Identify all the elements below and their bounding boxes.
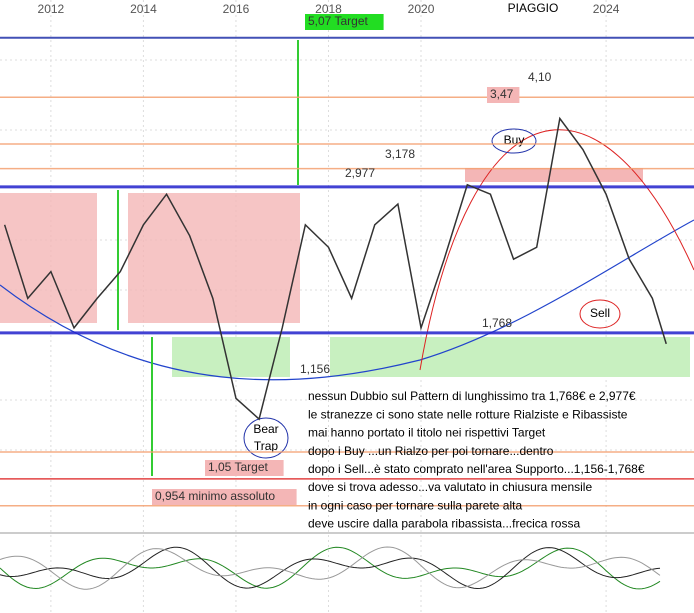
- level-label-bg: [487, 87, 520, 103]
- chart-title: PIAGGIO: [508, 1, 559, 15]
- note-line: deve uscire dalla parabola ribassista...…: [308, 517, 580, 531]
- buy-label: Buy: [504, 133, 525, 147]
- note-line: in ogni caso per tornare sulla parete al…: [308, 498, 522, 512]
- level-label: 3,47: [490, 87, 514, 101]
- support-box: [330, 337, 690, 377]
- note-line: le stranezze ci sono state nelle rotture…: [308, 407, 628, 421]
- x-tick-label: 2016: [223, 2, 250, 16]
- trap-circle: [243, 417, 289, 459]
- note-line: dopo i Sell...è stato comprato nell'area…: [308, 462, 645, 476]
- note-line: mai hanno portato il titolo nei rispetti…: [308, 426, 546, 440]
- oscillator-line: [0, 546, 661, 590]
- level-label: 3,178: [385, 147, 415, 161]
- price-line: [3, 116, 667, 421]
- note-line: nessun Dubbio sul Pattern di lunghissimo…: [308, 389, 636, 403]
- level-label-bg: [305, 14, 384, 30]
- range-box: [0, 193, 97, 323]
- level-label: 0,954 minimo assoluto: [155, 489, 275, 503]
- x-tick-label: 2014: [130, 2, 157, 16]
- trap-label: Bear: [253, 422, 278, 436]
- x-tick-label: 2012: [38, 2, 65, 16]
- resistance-box: [465, 168, 643, 182]
- buy-circle: [491, 128, 537, 154]
- level-label: 1,05 Target: [208, 460, 268, 474]
- level-label: 5,07 Target: [308, 14, 368, 28]
- level-label-bg: [152, 489, 297, 505]
- parabola: [0, 219, 694, 381]
- level-label: 1,156: [300, 362, 330, 376]
- x-tick-label: 2024: [593, 2, 620, 16]
- support-box: [172, 337, 290, 377]
- level-label: 2,977: [345, 166, 375, 180]
- level-label: 4,10: [528, 70, 552, 84]
- x-tick-label: 2020: [408, 2, 435, 16]
- trap-label: Trap: [254, 439, 279, 453]
- note-line: dopo i Buy ...un Rialzo per poi tornare.…: [308, 444, 554, 458]
- level-label: 1,768: [482, 316, 512, 330]
- oscillator: [0, 546, 661, 590]
- note-line: dove si trova adesso...va valutato in ch…: [308, 480, 592, 494]
- x-tick-label: 2018: [315, 2, 342, 16]
- sell-label: Sell: [590, 306, 610, 320]
- sell-circle: [579, 299, 621, 329]
- parabola-red: [419, 129, 694, 371]
- level-label-bg: [205, 460, 284, 476]
- oscillator-line: [0, 546, 661, 590]
